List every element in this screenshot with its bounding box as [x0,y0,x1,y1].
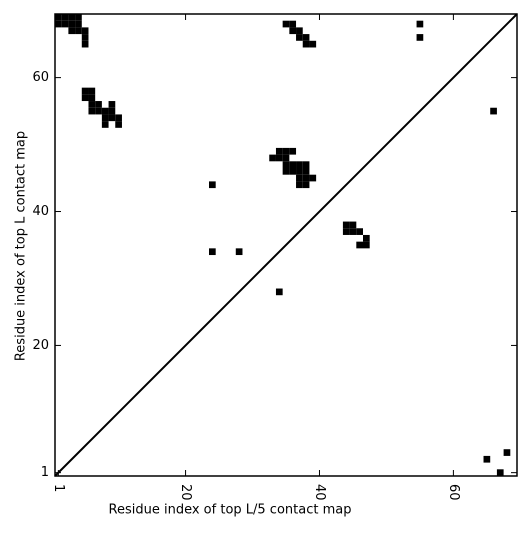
contact-cell [356,241,363,249]
contact-cell [282,154,290,162]
contact-cell [296,181,303,189]
contact-cell [275,154,283,162]
contact-cell [81,34,89,41]
y-tick-label: 60 [32,70,49,85]
x-tick-label: 20 [178,484,193,501]
contact-cell [81,40,89,48]
contact-cell [289,168,297,175]
contact-cell [302,174,310,182]
contact-cell [61,20,69,28]
contact-cell [302,161,310,168]
contact-cell [81,27,89,35]
contact-cell [289,20,297,28]
contact-cell [282,168,290,175]
x-tick-label: 1 [51,484,66,492]
plot-frame [54,13,518,477]
contact-cell [269,154,276,162]
contact-cell [101,114,109,122]
contact-cell [282,147,290,155]
contact-cell [503,449,511,456]
diagonal-line [54,13,518,477]
contact-cell [88,94,96,102]
contact-cell [68,27,76,35]
contact-cell [490,107,497,115]
contact-cell [356,228,363,235]
contact-cell [55,20,62,28]
contact-cell [95,107,102,115]
contact-cell [209,181,216,189]
contact-cell [61,14,69,21]
contact-cell [75,14,82,21]
y-tick-label: 40 [32,204,49,219]
contact-cell [289,27,297,35]
contact-cell [302,168,310,175]
contact-cell [416,34,424,41]
contact-cell [296,161,303,168]
contact-cell [115,114,122,122]
contact-cell [108,107,116,115]
contact-cell [289,161,297,168]
contact-cell [108,114,116,122]
contact-cell [296,27,303,35]
contact-cell [115,121,122,128]
contact-cell [81,94,89,102]
contact-cell [75,27,82,35]
contact-cell [88,101,96,108]
contact-cell [88,87,96,95]
contact-cell [108,101,116,108]
contact-cell [275,288,283,296]
contact-cell [363,234,370,242]
contact-cell [209,248,216,256]
contact-cell [75,20,82,28]
contact-cell [302,34,310,41]
contact-cell [296,168,303,175]
contact-cell [296,174,303,182]
contact-cell [101,121,109,128]
contact-cell [275,147,283,155]
contact-cell [302,40,310,48]
contact-cell [282,20,290,28]
contact-cell [81,87,89,95]
x-axis-label: Residue index of top L/5 contact map [109,503,352,518]
x-tick-label: 40 [312,484,327,501]
contact-cell [282,161,290,168]
y-tick-label: 1 [41,465,49,480]
contact-cell [496,469,504,476]
contact-cell [416,20,424,28]
contact-cell [349,221,357,229]
contact-cell [101,107,109,115]
y-tick-label: 20 [32,338,49,353]
contact-cell [95,101,102,108]
contact-cell [342,221,350,229]
contact-cell [363,241,370,249]
contact-cell [88,107,96,115]
x-tick-label: 60 [446,484,461,501]
contact-cell [68,14,76,21]
contact-cell [309,40,317,48]
y-axis-label: Residue index of top L contact map [14,131,29,361]
contact-cell [289,147,297,155]
contact-cell [296,34,303,41]
contact-cell [309,174,317,182]
contact-cell [483,455,491,463]
contact-cell [342,228,350,235]
contact-cell [68,20,76,28]
contact-cell [349,228,357,235]
contact-cell [302,181,310,189]
contact-cell [235,248,243,256]
